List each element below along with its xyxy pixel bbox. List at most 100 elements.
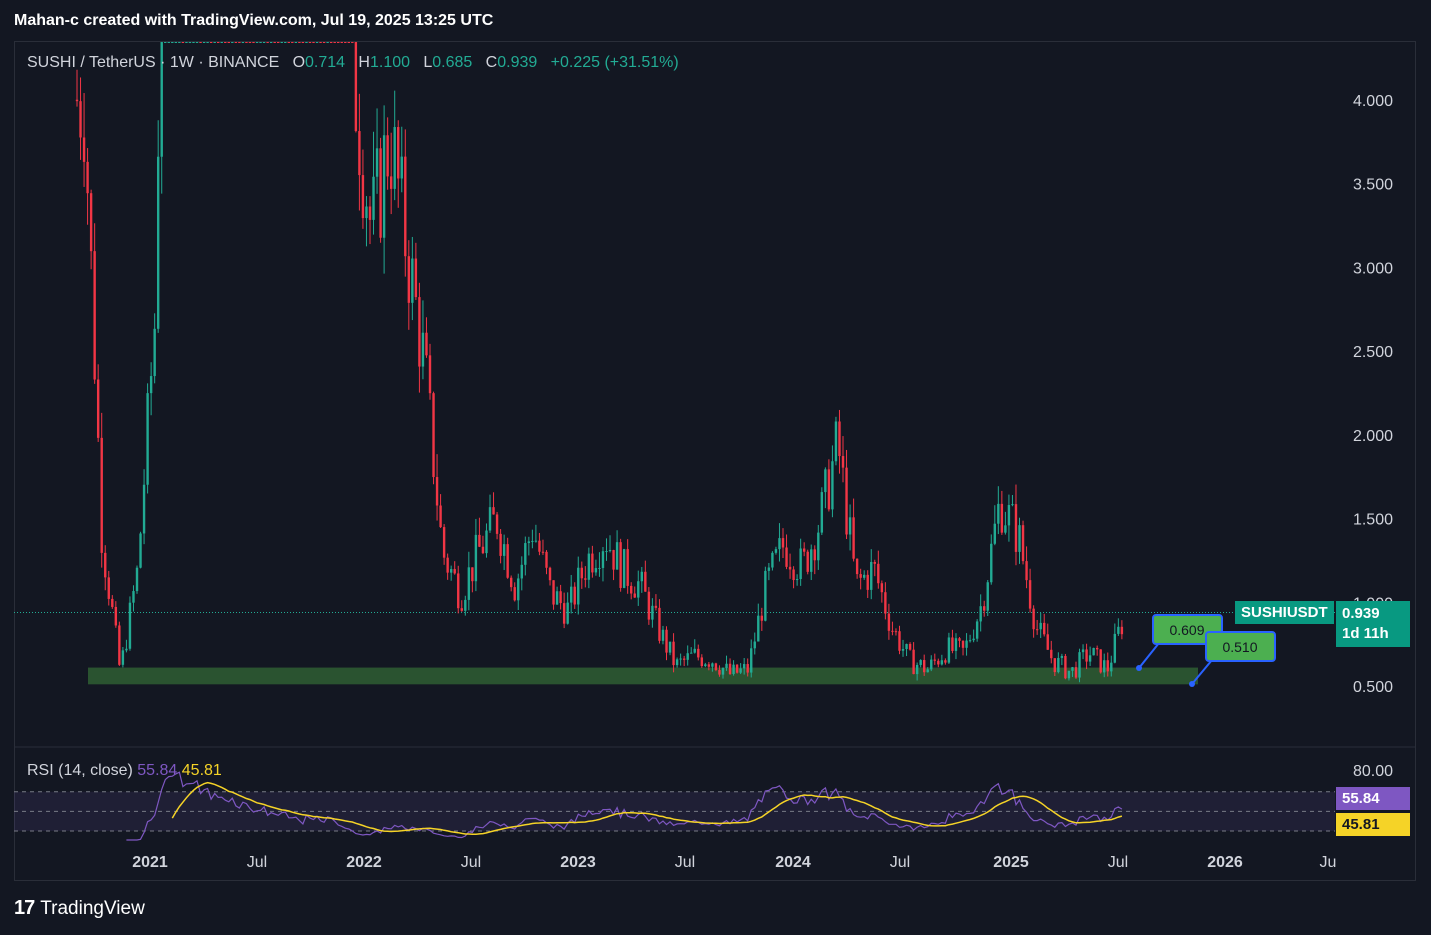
- candle-body: [421, 332, 425, 367]
- candle: [375, 108, 379, 194]
- candle-body: [852, 517, 855, 559]
- candle: [545, 550, 548, 575]
- candle-body: [954, 638, 958, 651]
- candle-body: [432, 393, 435, 478]
- candle-body: [891, 630, 894, 632]
- price-tag: 0.939 1d 11h: [1336, 601, 1410, 647]
- candle: [746, 658, 749, 677]
- candle: [160, 42, 163, 194]
- candle: [467, 551, 471, 611]
- candle: [174, 42, 178, 43]
- candle: [340, 42, 343, 43]
- candle: [707, 661, 711, 671]
- candle: [86, 148, 89, 225]
- symbol-legend[interactable]: SUSHI / TetherUS · 1W · BINANCE O0.714 H…: [27, 54, 679, 72]
- candle: [887, 603, 891, 640]
- symbol-interval: 1W: [169, 54, 194, 71]
- candle-body: [877, 563, 880, 584]
- candle: [721, 667, 725, 679]
- candle: [400, 126, 403, 193]
- candle-body: [308, 42, 312, 43]
- candle: [220, 42, 223, 43]
- close-label: C: [485, 54, 498, 71]
- candle-body: [1071, 667, 1074, 671]
- support-zone[interactable]: [88, 667, 1198, 685]
- candle: [728, 658, 732, 675]
- candle: [428, 343, 432, 400]
- candle: [930, 655, 933, 672]
- candle: [753, 632, 756, 655]
- candle: [478, 517, 481, 548]
- candle-body: [577, 567, 580, 605]
- candle-body: [570, 586, 573, 603]
- candle: [351, 42, 354, 43]
- candle: [397, 120, 400, 208]
- candle-body: [1113, 633, 1117, 663]
- tradingview-footer[interactable]: 17 TradingView: [14, 897, 145, 920]
- candle-body: [739, 668, 742, 673]
- candle: [637, 570, 640, 606]
- candle: [658, 599, 661, 644]
- candle-body: [460, 608, 463, 611]
- candle-body: [750, 648, 753, 673]
- candle-body: [1110, 662, 1113, 672]
- price-callout[interactable]: 0.510: [1189, 631, 1276, 687]
- candle-body: [884, 592, 887, 614]
- candle: [167, 42, 170, 43]
- candle-body: [439, 505, 442, 528]
- rsi-line: [126, 771, 1123, 841]
- candle: [877, 550, 880, 589]
- candle: [195, 42, 199, 43]
- candle-body: [1088, 655, 1092, 662]
- candle: [1053, 658, 1057, 677]
- candle-body: [697, 648, 700, 658]
- candle-body: [1095, 647, 1099, 650]
- candle-body: [527, 541, 531, 544]
- candle: [690, 647, 693, 654]
- candle: [951, 629, 954, 654]
- candle: [870, 549, 873, 600]
- candle: [919, 659, 922, 668]
- candle: [488, 494, 492, 533]
- candle: [531, 529, 534, 549]
- candle: [965, 633, 968, 656]
- candle-body: [757, 615, 760, 642]
- candle-body: [312, 42, 315, 43]
- candle: [446, 553, 449, 580]
- candle: [294, 42, 298, 43]
- candle: [1000, 490, 1004, 535]
- chart-frame: [14, 41, 1416, 881]
- candle-body: [580, 567, 583, 579]
- footer-brand: TradingView: [40, 897, 145, 919]
- candle-body: [467, 567, 471, 600]
- candle: [96, 364, 100, 442]
- candle: [757, 603, 760, 642]
- candle: [926, 667, 929, 673]
- rsi-legend[interactable]: RSI (14, close) 55.84 45.81: [27, 762, 222, 780]
- candle: [672, 633, 675, 673]
- candle-body: [615, 542, 619, 570]
- candle: [125, 639, 128, 653]
- price-callout[interactable]: 0.609: [1136, 614, 1223, 671]
- y-tick-label: 2.500: [1353, 344, 1393, 361]
- candle: [834, 416, 838, 466]
- candle-body: [435, 477, 439, 506]
- candle-body: [824, 469, 827, 493]
- candle-body: [983, 606, 986, 611]
- candle-body: [912, 649, 915, 675]
- candle-body: [146, 393, 149, 485]
- candle: [1007, 494, 1011, 542]
- candle-body: [806, 551, 809, 572]
- candle: [711, 662, 714, 672]
- candle-body: [280, 42, 283, 43]
- candle-body: [96, 379, 100, 438]
- callout-anchor: [1136, 665, 1142, 671]
- candle: [848, 504, 852, 551]
- candle: [1103, 653, 1106, 678]
- candle: [153, 313, 156, 384]
- candle-body: [944, 660, 947, 663]
- candle-body: [619, 542, 622, 588]
- candle: [382, 105, 386, 274]
- candle: [570, 574, 573, 614]
